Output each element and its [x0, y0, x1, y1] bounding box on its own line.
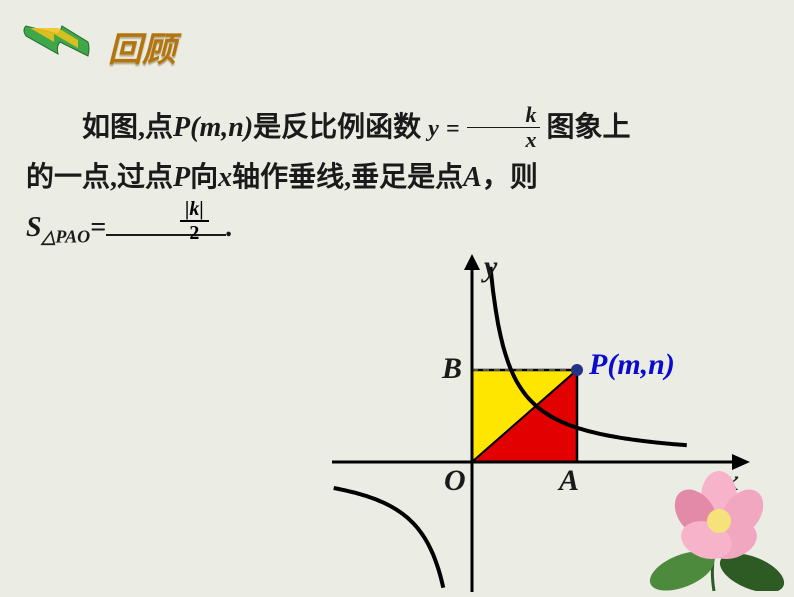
flower-decoration-icon [624, 451, 794, 596]
eq: = [90, 212, 106, 243]
text-segment: ，则 [482, 162, 538, 193]
point-a-label: A [559, 464, 579, 498]
text-segment: 的一点,过点 [26, 162, 173, 193]
origin-label: O [444, 464, 466, 498]
text-segment: 如图,点 [82, 112, 173, 143]
header-title: 回顾 [108, 22, 176, 71]
point-p-label: P(m,n) [589, 348, 675, 382]
dot: . [226, 212, 233, 243]
y-var: y [428, 116, 439, 142]
fraction-k-over-x: k x [467, 103, 540, 152]
eq-sign: = [446, 116, 460, 142]
text-segment: 向 [190, 162, 218, 193]
frac-num: k [467, 103, 540, 128]
point-a-ref: A [463, 162, 482, 193]
header-arrow-icon [18, 16, 104, 71]
x-axis-ref: x [218, 162, 232, 193]
answer-den: 2 [180, 222, 209, 244]
point-p: P [173, 112, 190, 143]
point-b-label: B [442, 352, 462, 386]
text-segment: 图象上 [547, 112, 631, 143]
mn: m,n [199, 112, 243, 143]
area-sub: △PAO [42, 227, 91, 247]
answer-fraction: |k| 2 [180, 198, 209, 244]
answer-num: |k| [180, 198, 209, 222]
point-p2: P [173, 162, 190, 193]
y-axis-label: y [484, 250, 497, 284]
frac-den: x [467, 128, 540, 152]
area-S: S [26, 212, 42, 243]
text-segment: 轴作垂线,垂足是点 [232, 162, 463, 193]
text-segment: 是反比例函数 [253, 112, 421, 143]
paren: ) [244, 112, 253, 143]
problem-text: 如图,点P(m,n)是反比例函数 y = k x 图象上 的一点,过点P向x轴作… [26, 104, 762, 202]
